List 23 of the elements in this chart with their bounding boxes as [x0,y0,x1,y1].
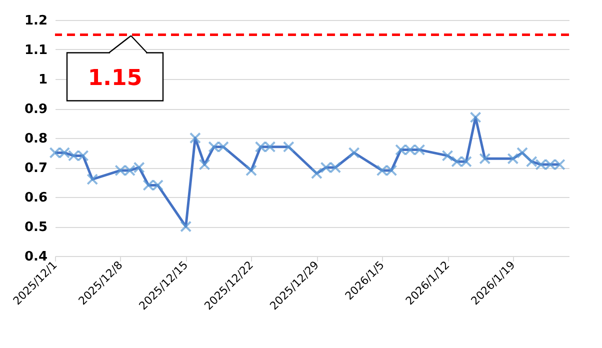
y-tick-label: 1 [38,72,48,88]
point [180,220,192,232]
y-tick-label: 0.6 [24,190,48,206]
point [507,152,519,164]
y-tick-label: 0.8 [24,132,48,146]
point [348,147,360,158]
point [516,147,528,158]
ref-line-label: 1.15 [88,66,142,91]
point [86,174,98,186]
point [198,158,210,170]
point [442,150,454,162]
y-tick-label: 0.4 [24,250,48,264]
y-tick-label: 0.9 [24,102,48,117]
point [246,164,257,176]
point [189,132,201,144]
y-tick-label: 0.5 [24,220,48,235]
point [479,152,491,164]
point [310,168,322,180]
point [470,112,482,124]
point [282,141,294,153]
y-tick-label: 1.1 [24,43,48,58]
y-tick-label: 0.7 [24,161,48,176]
y-tick-label: 1.2 [24,14,48,28]
